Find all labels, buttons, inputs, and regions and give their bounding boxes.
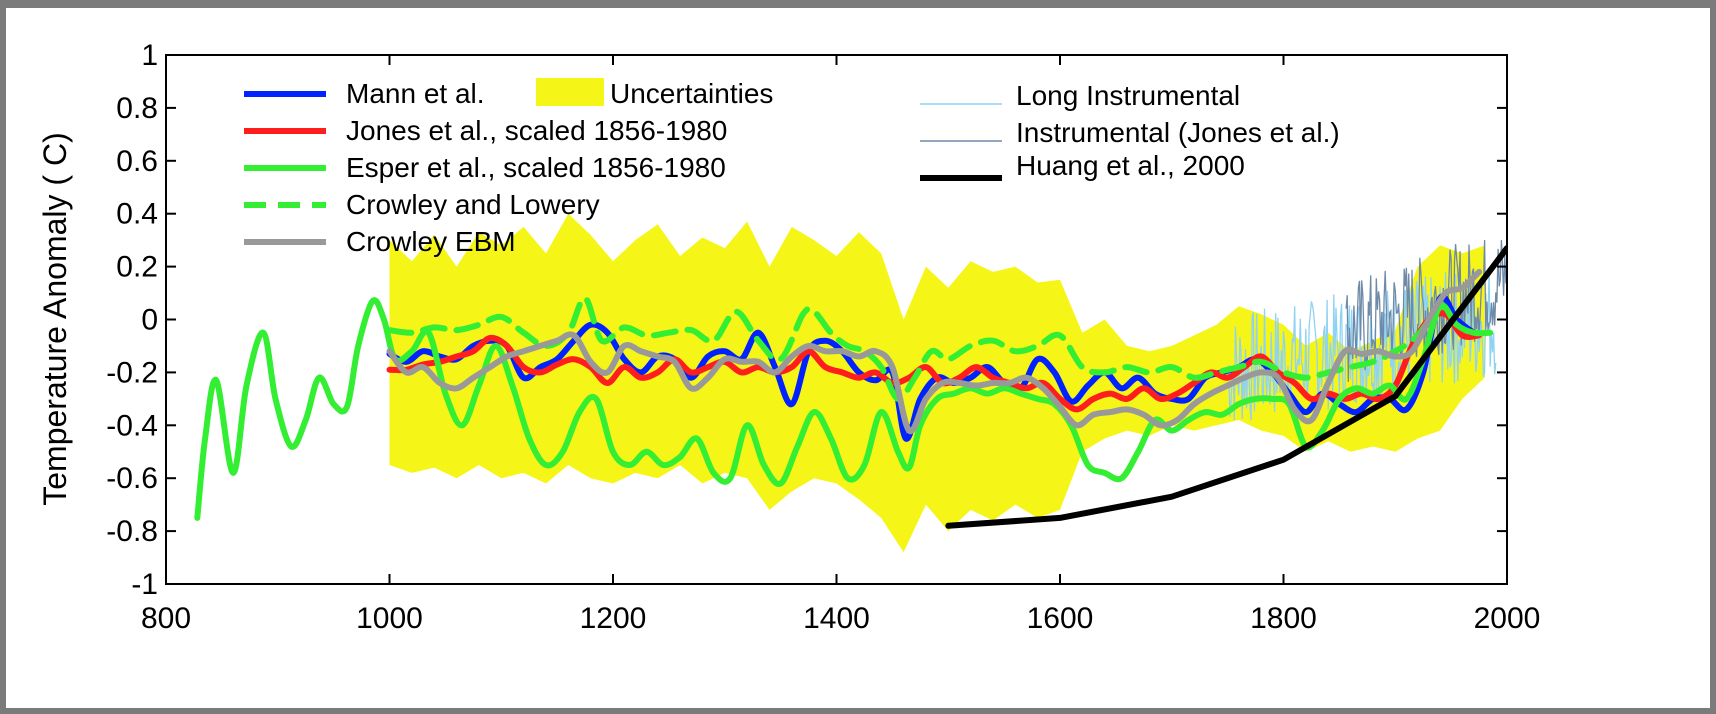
y-tick-label: 1: [141, 39, 158, 72]
x-tick-label: 800: [141, 602, 191, 635]
chart-panel: 1 0.8 0.6 0.4 0.2 0 -0.2 -0.4 -0.6 -0.8 -1 800 1000 1…: [6, 8, 1710, 708]
y-tick-label: -0.2: [106, 356, 158, 389]
series-line: [386, 310, 1483, 413]
legend-swatch-uncertainty: [536, 78, 604, 106]
y-tick-label: 0: [141, 304, 158, 337]
axes: 1 0.8 0.6 0.4 0.2 0 -0.2 -0.4 -0.6 -0.8 -1800 1000 1…: [106, 39, 1540, 635]
temperature-chart: 1 0.8 0.6 0.4 0.2 0 -0.2 -0.4 -0.6 -0.8 -1800 1000 1…: [37, 39, 1540, 635]
y-tick-label: 0.2: [116, 251, 158, 284]
instrumental-line: [1226, 272, 1497, 421]
x-tick-label: 1800: [1250, 602, 1317, 635]
y-tick-label: -0.6: [106, 462, 158, 495]
x-tick-label: 1000: [356, 602, 423, 635]
series-line: [194, 297, 1494, 521]
series-line: [386, 268, 1483, 435]
y-tick-label: 0.8: [116, 92, 158, 125]
series-line: [386, 293, 1477, 442]
y-tick-label: 0.6: [116, 145, 158, 178]
series-layer: [194, 245, 1507, 529]
legend-label: Crowley EBM: [346, 226, 516, 257]
y-axis-label: Temperature Anomaly ( C): [37, 132, 73, 505]
legend-label: Jones et al., scaled 1856-1980: [346, 115, 727, 146]
legend-label-uncertainty: Uncertainties: [610, 78, 773, 109]
y-tick-label: -0.4: [106, 409, 158, 442]
legend-label: Crowley and Lowery: [346, 189, 600, 220]
x-tick-label: 2000: [1474, 602, 1541, 635]
legend-label: Long Instrumental: [1016, 80, 1240, 111]
x-tick-label: 1400: [803, 602, 870, 635]
legend-label: Instrumental (Jones et al.): [1016, 117, 1340, 148]
series-line: [945, 245, 1507, 529]
y-tick-label: 0.4: [116, 198, 158, 231]
legend-label: Huang et al., 2000: [1016, 150, 1245, 181]
y-tick-label: -1: [131, 568, 158, 601]
y-tick-label: -0.8: [106, 515, 158, 548]
x-tick-label: 1200: [580, 602, 647, 635]
legend-label: Mann et al.: [346, 78, 485, 109]
legend-label: Esper et al., scaled 1856-1980: [346, 152, 726, 183]
legend: Mann et al. Jones et al., scaled 1856-198…: [244, 78, 1340, 257]
x-tick-label: 1600: [1027, 602, 1094, 635]
